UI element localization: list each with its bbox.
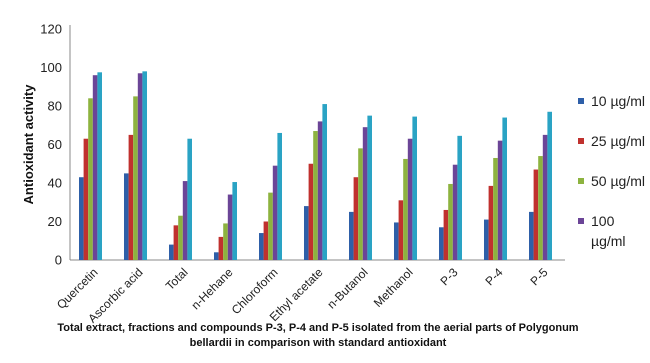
bar-methanol-series-4	[407, 138, 413, 260]
bar-ethyl-acetate-series-1	[304, 206, 309, 260]
bar-ascorbic-acid-series-2	[128, 134, 134, 261]
legend-label: 100	[591, 213, 615, 229]
bar-methanol-series-2	[398, 200, 404, 260]
bar-chloroform-series-4	[272, 165, 278, 260]
legend-label: 50 µg/ml	[591, 173, 645, 189]
bar-quercetin-series-1	[79, 177, 84, 260]
y-tick-label: 60	[48, 137, 62, 152]
bar-ascorbic-acid-series-5	[142, 71, 147, 260]
x-category-label: P-3	[438, 265, 461, 288]
bar-methanol-series-3	[403, 158, 408, 260]
legend-swatch	[578, 138, 584, 144]
bar-p-4-series-1	[484, 219, 489, 260]
y-tick-label: 80	[48, 99, 62, 114]
bar-quercetin-series-2	[83, 138, 89, 260]
bar-total-series-2	[173, 225, 179, 260]
bar-n-hehane-series-5	[232, 182, 237, 260]
bar-chloroform-series-5	[277, 132, 282, 260]
legend-label: 25 µg/ml	[591, 133, 645, 149]
bar-ascorbic-acid-series-1	[124, 173, 129, 261]
bar-methanol-series-1	[394, 222, 399, 260]
bar-p-4-series-2	[488, 185, 494, 260]
bar-p-3-series-2	[443, 209, 449, 260]
bar-total-series-3	[178, 215, 183, 260]
bar-p-4-series-3	[493, 157, 498, 260]
bar-methanol-series-5	[412, 116, 417, 260]
x-axis-title-line: bellardii in comparison with standard an…	[190, 337, 447, 349]
x-category-label: Methanol	[371, 265, 416, 310]
bar-p-5-series-2	[533, 169, 539, 260]
bar-p-3-series-1	[439, 227, 444, 260]
legend-swatch	[578, 98, 584, 104]
x-category-label: n-Butanol	[324, 265, 370, 311]
y-tick-labels: 0 20 40 60 80 100 120	[40, 22, 62, 268]
bar-n-butanol-series-5	[367, 115, 372, 261]
bar-chloroform-series-3	[268, 192, 273, 261]
legend-label: 10 µg/ml	[591, 93, 645, 109]
legend-swatch	[578, 178, 584, 184]
y-tick-label: 40	[48, 176, 62, 191]
bar-ascorbic-acid-series-3	[133, 96, 138, 261]
bar-ethyl-acetate-series-5	[322, 104, 327, 260]
bar-total-series-5	[187, 138, 192, 260]
bar-n-hehane-series-2	[218, 236, 224, 260]
legend: 10 µg/ml 25 µg/ml 50 µg/ml 100 µg/ml	[578, 93, 645, 249]
x-category-label: P-5	[528, 265, 551, 288]
y-tick-label: 20	[48, 214, 62, 229]
bar-p-4-series-5	[502, 117, 507, 260]
y-axis-title: Antioxidant activity	[21, 84, 36, 205]
bar-total-series-1	[169, 244, 174, 260]
bar-ascorbic-acid-series-4	[137, 73, 143, 260]
bar-quercetin-series-5	[97, 72, 102, 260]
bars	[79, 71, 552, 261]
bar-total-series-4	[182, 181, 188, 260]
bar-n-butanol-series-3	[358, 148, 363, 260]
bar-quercetin-series-4	[92, 75, 98, 260]
bar-ethyl-acetate-series-2	[308, 163, 314, 260]
bar-chloroform-series-1	[259, 233, 264, 260]
bar-quercetin-series-3	[88, 98, 93, 260]
bar-p-3-series-5	[457, 135, 462, 260]
bar-n-hehane-series-4	[227, 194, 233, 260]
bar-p-5-series-3	[538, 156, 543, 260]
y-axis-title-group: Antioxidant activity	[21, 84, 36, 205]
y-tick-label: 100	[40, 60, 62, 75]
y-tick-label: 120	[40, 22, 62, 37]
bar-p-3-series-3	[448, 183, 453, 260]
bar-p-3-series-4	[452, 164, 458, 260]
x-axis-title-line: Total extract, fractions and compounds P…	[57, 322, 578, 334]
bar-n-butanol-series-1	[349, 211, 354, 261]
x-category-label: n-Hehane	[188, 265, 235, 312]
x-category-label: Total	[163, 265, 191, 293]
x-category-label: P-4	[483, 265, 506, 288]
bar-p-4-series-4	[497, 140, 503, 260]
legend-swatch	[578, 218, 584, 224]
x-axis-title: Total extract, fractions and compounds P…	[57, 322, 578, 349]
bar-p-5-series-1	[529, 211, 534, 261]
bar-n-hehane-series-1	[214, 252, 219, 260]
bar-ethyl-acetate-series-3	[313, 131, 318, 260]
bar-ethyl-acetate-series-4	[317, 121, 323, 261]
x-category-label: Quercetin	[54, 265, 101, 312]
bar-n-butanol-series-2	[353, 177, 359, 260]
bar-chloroform-series-2	[263, 221, 269, 260]
bar-p-5-series-5	[547, 111, 552, 261]
y-tick-label: 0	[55, 253, 62, 268]
bar-n-butanol-series-4	[362, 127, 368, 261]
bar-p-5-series-4	[542, 134, 548, 261]
legend-label: µg/ml	[591, 233, 626, 249]
bar-n-hehane-series-3	[223, 223, 228, 260]
